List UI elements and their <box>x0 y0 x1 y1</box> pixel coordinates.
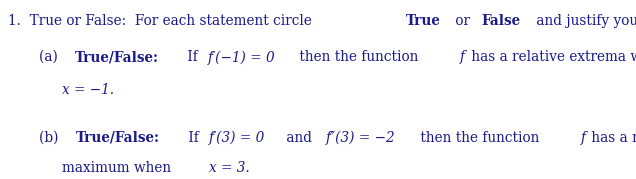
Text: f′(−1) = 0: f′(−1) = 0 <box>208 50 276 64</box>
Text: f′(3) = 0: f′(3) = 0 <box>209 131 265 145</box>
Text: and justify your response.: and justify your response. <box>532 14 636 28</box>
Text: f: f <box>581 131 586 145</box>
Text: or: or <box>451 14 474 28</box>
Text: then the function: then the function <box>416 131 544 145</box>
Text: (a): (a) <box>39 50 67 64</box>
Text: True/False:: True/False: <box>75 50 159 64</box>
Text: has a relative: has a relative <box>587 131 636 145</box>
Text: (b): (b) <box>39 131 67 145</box>
Text: f″(3) = −2: f″(3) = −2 <box>326 131 396 145</box>
Text: True/False:: True/False: <box>76 131 160 145</box>
Text: then the function: then the function <box>295 50 423 64</box>
Text: x = −1.: x = −1. <box>62 83 114 97</box>
Text: If: If <box>184 131 204 145</box>
Text: f: f <box>460 50 466 64</box>
Text: x = 3.: x = 3. <box>209 161 249 175</box>
Text: maximum when: maximum when <box>62 161 176 175</box>
Text: True: True <box>406 14 441 28</box>
Text: False: False <box>481 14 520 28</box>
Text: If: If <box>183 50 203 64</box>
Text: has a relative extrema when: has a relative extrema when <box>467 50 636 64</box>
Text: and: and <box>282 131 316 145</box>
Text: 1.  True or False:  For each statement circle: 1. True or False: For each statement cir… <box>8 14 317 28</box>
